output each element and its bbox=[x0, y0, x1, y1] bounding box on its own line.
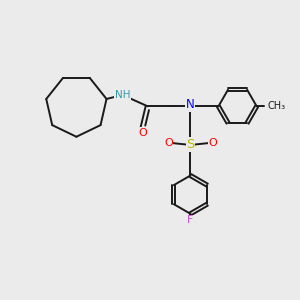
Text: F: F bbox=[187, 215, 194, 225]
Text: S: S bbox=[186, 138, 195, 151]
Text: CH₃: CH₃ bbox=[267, 101, 285, 111]
Text: N: N bbox=[186, 98, 195, 111]
Text: O: O bbox=[208, 138, 217, 148]
Text: O: O bbox=[164, 138, 173, 148]
Text: O: O bbox=[138, 128, 147, 138]
Text: NH: NH bbox=[115, 89, 130, 100]
